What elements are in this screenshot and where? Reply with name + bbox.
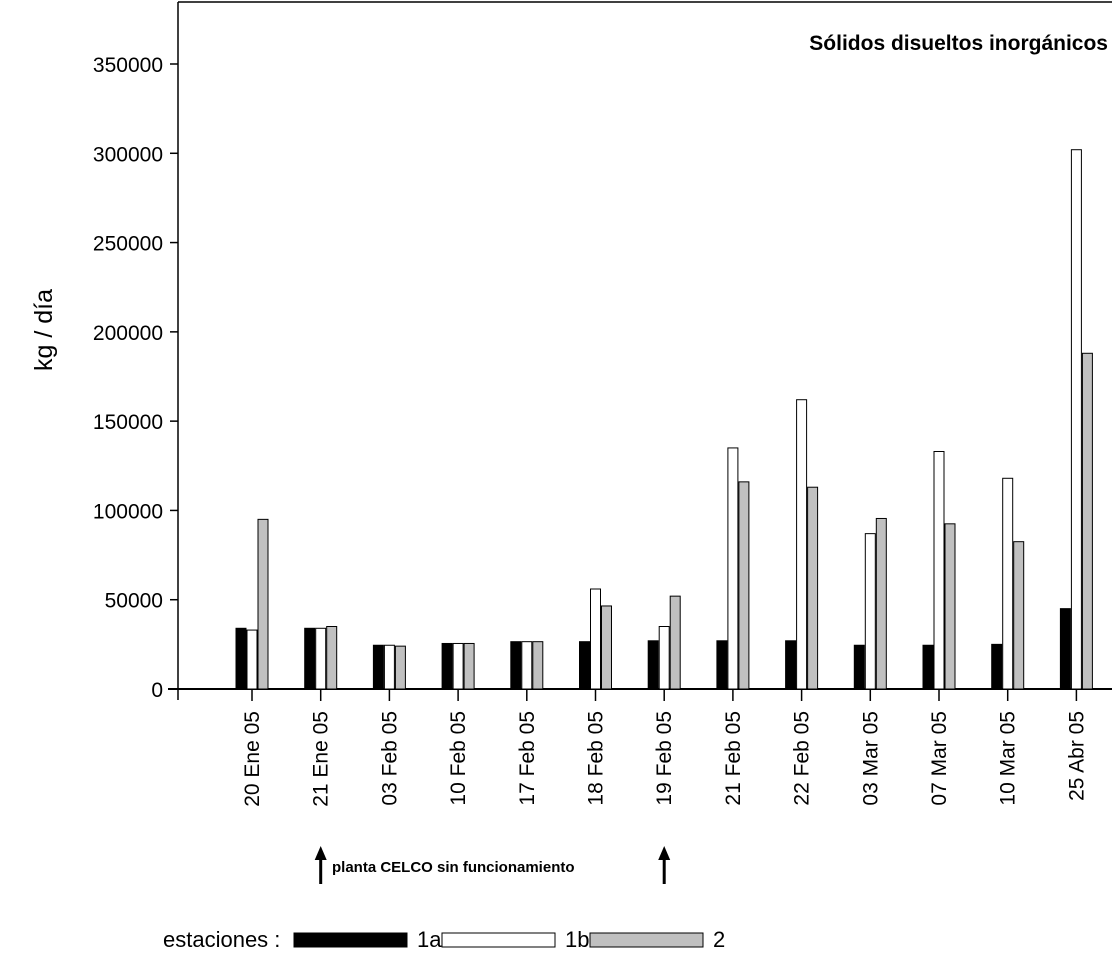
- x-tick-label: 03 Mar 05: [859, 711, 882, 806]
- bar-1a-8: [716, 640, 728, 690]
- y-tick-label: 200000: [93, 322, 163, 345]
- legend-label-1a: 1a: [417, 927, 442, 952]
- x-tick-label: 22 Feb 05: [791, 711, 814, 806]
- bar-2-13: [1081, 352, 1093, 690]
- x-tick-label: 18 Feb 05: [585, 711, 608, 806]
- annotation-arrow-head: [314, 846, 327, 860]
- bar-2-1: [257, 518, 269, 690]
- labels: 20 Ene 05 21 Ene 05 03 Feb 05 10 Feb 05 17 F…: [241, 711, 1088, 807]
- bar-2-8: [738, 481, 750, 690]
- bar-1b-11: [933, 451, 945, 690]
- bar-1a-12: [991, 643, 1003, 690]
- y-tick-label: 300000: [93, 143, 163, 166]
- legend-swatch-2: [589, 932, 704, 948]
- bar-2-3: [394, 645, 406, 690]
- y-tick-label: 0: [151, 679, 163, 702]
- x-tick-label: 10 Mar 05: [997, 711, 1020, 806]
- bar-1b-1: [246, 629, 258, 690]
- bar-2-9: [807, 486, 819, 690]
- legend-title: estaciones :: [163, 927, 280, 952]
- x-tick-label: 19 Feb 05: [653, 711, 676, 806]
- bar-2-2: [326, 626, 338, 690]
- bar-1b-5: [521, 641, 533, 690]
- y-tick-label: 250000: [93, 233, 163, 256]
- bar-2-5: [532, 641, 544, 690]
- bar-1a-11: [922, 644, 934, 690]
- bar-2-4: [463, 642, 475, 690]
- bar-1a-3: [372, 644, 384, 690]
- bar-1b-10: [864, 533, 876, 690]
- bar-1b-7: [658, 626, 670, 690]
- bar-1a-10: [853, 644, 865, 690]
- y-tick-label: 50000: [105, 590, 163, 613]
- bar-1a-2: [304, 627, 316, 690]
- annotation-text: planta CELCO sin funcionamiento: [332, 859, 575, 876]
- bar-1b-12: [1002, 477, 1014, 690]
- y-tick-label: 350000: [93, 54, 163, 77]
- chart-title: Sólidos disueltos inorgánicos: [809, 32, 1108, 55]
- axes: 0 50000 100000 150000 200000 250000 300000 3500…: [93, 1, 1112, 702]
- bar-2-10: [875, 517, 887, 690]
- legend-label-2: 2: [713, 927, 725, 952]
- bar-2-11: [944, 523, 956, 690]
- x-tick-label: 03 Feb 05: [378, 711, 401, 806]
- x-tick-label: 10 Feb 05: [447, 711, 470, 806]
- legend: estaciones : 1a 1b 2: [163, 927, 725, 952]
- x-tick-label: 17 Feb 05: [516, 711, 539, 806]
- x-tick-label: 07 Mar 05: [928, 711, 951, 806]
- bar-1a-7: [647, 640, 659, 690]
- bar-1b-4: [452, 642, 464, 690]
- bar-1b-3: [383, 644, 395, 690]
- bar-1b-13: [1070, 149, 1082, 690]
- bar-1a-6: [579, 641, 590, 690]
- bar-1b-9: [796, 399, 808, 690]
- annotation-arrow-head: [658, 846, 671, 860]
- bar-1a-4: [441, 642, 453, 690]
- bar-1a-5: [510, 641, 522, 690]
- bars: [235, 149, 1093, 690]
- x-tick-label: 25 Abr 05: [1065, 711, 1088, 801]
- bar-1b-2: [315, 627, 327, 690]
- bar-2-12: [1013, 541, 1025, 690]
- x-tick-label: 20 Ene 05: [241, 711, 264, 807]
- x-tick-label: 21 Ene 05: [310, 711, 333, 807]
- annotation: planta CELCO sin funcionamiento: [314, 846, 671, 884]
- bar-2-7: [669, 595, 681, 690]
- bar-1b-8: [727, 447, 739, 690]
- bar-1a-13: [1059, 608, 1071, 690]
- legend-swatch-1a: [293, 932, 408, 948]
- y-tick-label: 100000: [93, 500, 163, 523]
- bar-1b-6: [590, 588, 601, 690]
- bar-1a-9: [785, 640, 797, 690]
- bar-2-6: [601, 605, 612, 690]
- y-axis-label: kg / día: [30, 289, 58, 371]
- x-tick-label: 21 Feb 05: [722, 711, 745, 806]
- legend-swatch-1b: [441, 932, 556, 948]
- legend-label-1b: 1b: [565, 927, 589, 952]
- bar-1a-1: [235, 627, 247, 690]
- y-tick-label: 150000: [93, 411, 163, 434]
